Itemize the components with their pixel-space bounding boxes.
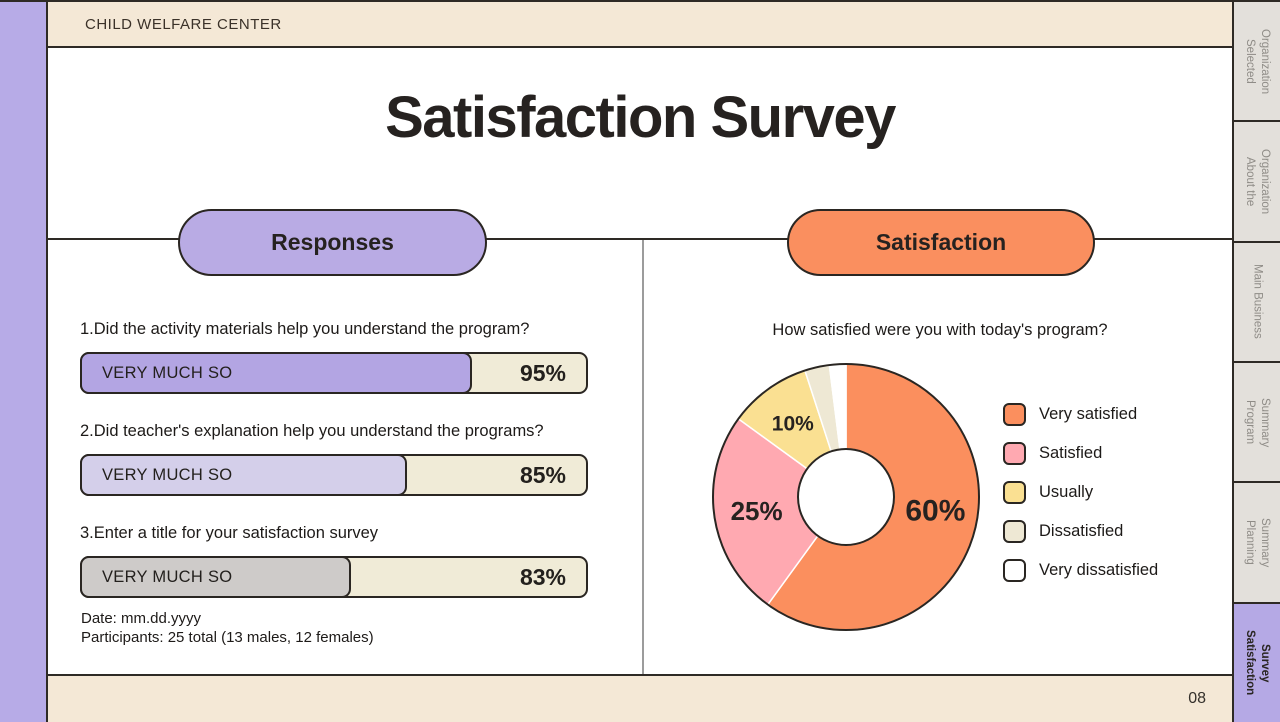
donut-data-label-1: 60% bbox=[905, 495, 965, 528]
legend-item-1: Very satisfied bbox=[1003, 403, 1158, 426]
header-bar: CHILD WELFARE CENTER bbox=[48, 2, 1232, 48]
chart-question: How satisfied were you with today's prog… bbox=[772, 321, 1108, 339]
brand-text: CHILD WELFARE CENTER bbox=[85, 15, 282, 33]
result-value: 83% bbox=[519, 563, 566, 590]
result-bar-fill: VERY MUCH SO bbox=[80, 556, 352, 598]
satisfaction-heading-label: Satisfaction bbox=[875, 229, 1007, 255]
legend-swatch bbox=[1003, 403, 1026, 426]
responses-heading-label: Responses bbox=[271, 229, 394, 255]
sidebar-tab-label: Program Summary bbox=[1244, 397, 1271, 447]
legend-swatch bbox=[1003, 481, 1026, 504]
legend-item-5: Very dissatisfied bbox=[1003, 559, 1158, 582]
legend-label: Dissatisfied bbox=[1039, 522, 1124, 540]
legend-item-2: Satisfied bbox=[1003, 442, 1158, 465]
sidebar-tab-selected-organization[interactable]: Selected Organization bbox=[1234, 2, 1280, 121]
legend-item-3: Usually bbox=[1003, 481, 1158, 504]
date-line: Date: mm.dd.yyyy bbox=[81, 610, 202, 627]
legend-label: Very dissatisfied bbox=[1039, 561, 1159, 579]
slide-title: Satisfaction Survey bbox=[385, 85, 896, 150]
satisfaction-heading-pill: Satisfaction bbox=[787, 209, 1095, 276]
answer-label: VERY MUCH SO bbox=[102, 465, 233, 484]
section-divider-horizontal bbox=[48, 238, 1232, 240]
result-bar-fill: VERY MUCH SO bbox=[80, 454, 407, 496]
result-bar-fill: VERY MUCH SO bbox=[80, 352, 473, 394]
left-accent-strip bbox=[0, 2, 48, 722]
sidebar-tab-label: Main Business bbox=[1251, 264, 1264, 340]
question-block-1: 1.Did the activity materials help you un… bbox=[80, 316, 588, 394]
question-text: 3.Enter a title for your satisfaction su… bbox=[80, 524, 379, 542]
survey-meta: Date: mm.dd.yyyy Participants: 25 total … bbox=[81, 609, 374, 647]
sidebar-tab-main-business[interactable]: Main Business bbox=[1234, 240, 1280, 361]
sidebar-tabs: Selected Organization About the Organizat… bbox=[1232, 2, 1280, 722]
responses-heading-pill: Responses bbox=[178, 209, 487, 276]
result-bar: VERY MUCH SO 95% bbox=[80, 352, 588, 394]
sidebar-tab-planning-summary[interactable]: Planning Summary bbox=[1234, 481, 1280, 602]
question-text: 2.Did teacher's explanation help you und… bbox=[80, 422, 544, 440]
question-block-2: 2.Did teacher's explanation help you und… bbox=[80, 418, 588, 496]
legend-swatch bbox=[1003, 442, 1026, 465]
questions-list: 1.Did the activity materials help you un… bbox=[80, 316, 588, 622]
sidebar-tab-label: About the Organization bbox=[1244, 148, 1271, 215]
legend-label: Usually bbox=[1039, 483, 1094, 501]
result-value: 85% bbox=[519, 461, 566, 488]
question-block-3: 3.Enter a title for your satisfaction su… bbox=[80, 520, 588, 598]
donut-data-label-3: 10% bbox=[772, 412, 814, 435]
legend-item-4: Dissatisfied bbox=[1003, 520, 1158, 543]
legend-swatch bbox=[1003, 559, 1026, 582]
panel-divider-vertical bbox=[642, 240, 644, 674]
footer-bar: 08 bbox=[48, 674, 1232, 722]
sidebar-tab-label: Planning Summary bbox=[1244, 517, 1271, 568]
legend-swatch bbox=[1003, 520, 1026, 543]
sidebar-tab-satisfaction-survey[interactable]: Satisfaction Survey bbox=[1234, 601, 1280, 722]
donut-outer-ring bbox=[712, 363, 980, 631]
page-number: 08 bbox=[1188, 690, 1206, 707]
donut-chart: 60% 25% 10% bbox=[712, 363, 980, 631]
donut-inner-ring bbox=[797, 448, 895, 546]
legend-label: Satisfied bbox=[1039, 444, 1103, 462]
question-text: 1.Did the activity materials help you un… bbox=[80, 320, 530, 338]
participants-line: Participants: 25 total (13 males, 12 fem… bbox=[81, 629, 374, 646]
result-bar: VERY MUCH SO 83% bbox=[80, 556, 588, 598]
chart-legend: Very satisfied Satisfied Usually Dissatisfi… bbox=[1003, 403, 1158, 582]
sidebar-tab-program-summary[interactable]: Program Summary bbox=[1234, 360, 1280, 482]
result-value: 95% bbox=[519, 359, 566, 386]
result-bar: VERY MUCH SO 85% bbox=[80, 454, 588, 496]
answer-label: VERY MUCH SO bbox=[102, 363, 233, 382]
legend-label: Very satisfied bbox=[1039, 405, 1138, 423]
sidebar-tab-about-the-organization[interactable]: About the Organization bbox=[1234, 120, 1280, 241]
answer-label: VERY MUCH SO bbox=[102, 567, 233, 586]
donut-data-label-2: 25% bbox=[731, 496, 783, 526]
sidebar-tab-label: Satisfaction Survey bbox=[1244, 630, 1271, 696]
sidebar-tab-label: Selected Organization bbox=[1244, 28, 1271, 94]
